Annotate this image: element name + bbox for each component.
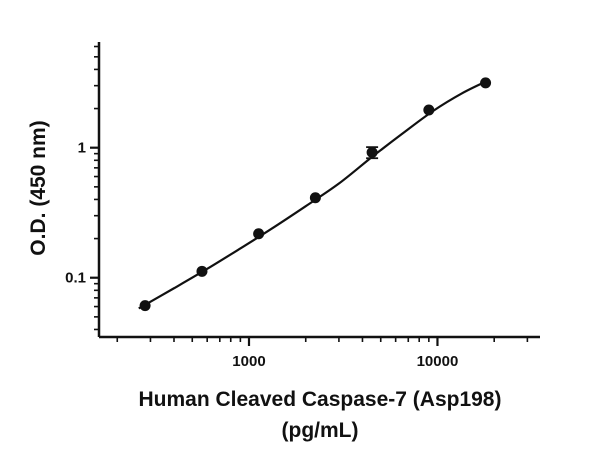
y-tick-label: 0.1 [65, 270, 86, 287]
data-point [309, 192, 321, 204]
y-tick-label: 1 [78, 140, 86, 157]
data-point [139, 300, 151, 312]
x-tick-label: 1000 [232, 353, 265, 370]
data-point [196, 265, 208, 277]
data-point [366, 146, 378, 158]
x-axis-title-line1: Human Cleaved Caspase-7 (Asp198) [139, 388, 502, 411]
y-axis-title: O.D. (450 nm) [27, 120, 50, 255]
data-point [423, 104, 435, 116]
data-points [139, 77, 492, 312]
axes: 0.1 1 1000 10000 [65, 42, 540, 370]
data-point [253, 228, 265, 240]
x-tick-label: 10000 [417, 353, 459, 370]
data-point [480, 77, 492, 89]
x-axis-title-line2: (pg/mL) [282, 419, 359, 442]
